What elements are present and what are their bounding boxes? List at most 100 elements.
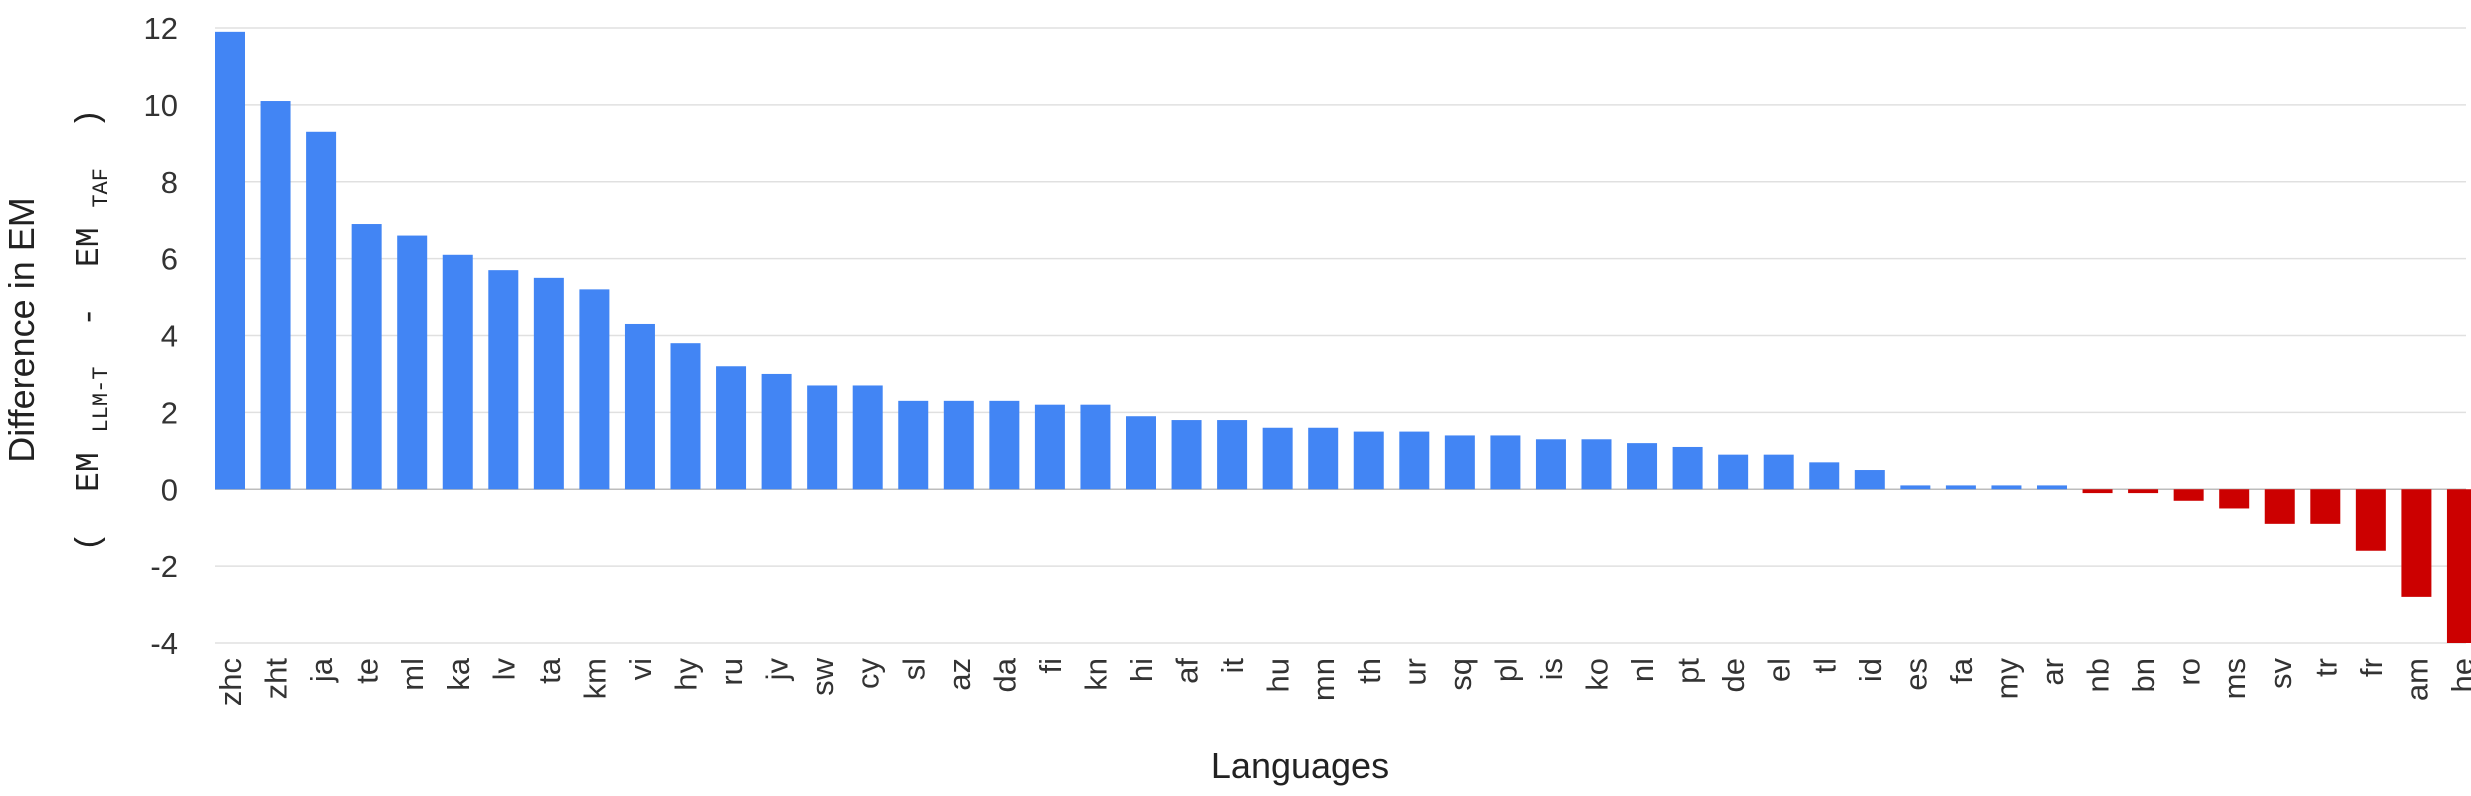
x-tick-label: ur [1397, 658, 1432, 686]
y-tick-label: 0 [161, 472, 178, 507]
x-tick-label: pt [1671, 658, 1706, 684]
formula-term2-sub: TAF [89, 168, 114, 208]
y-tick-label: 8 [161, 165, 178, 200]
x-tick-label: kn [1078, 658, 1113, 691]
formula-open-paren: ( [71, 532, 108, 552]
x-tick-label: ar [2035, 658, 2070, 686]
x-tick-label: pl [1488, 658, 1523, 682]
bar-pl [1490, 435, 1521, 490]
formula-term1-sub: LLM-T [89, 367, 114, 433]
bar-ko [1581, 439, 1612, 490]
x-tick-label: da [987, 657, 1022, 692]
x-tick-label: hu [1261, 658, 1296, 692]
bar-ru [716, 366, 747, 490]
bar-is [1535, 439, 1566, 490]
bar-pt [1672, 446, 1703, 490]
bar-cy [852, 385, 883, 490]
bar-sv [2264, 489, 2295, 524]
x-tick-label: lv [486, 658, 521, 681]
bar-ta [533, 277, 564, 490]
bar-jv [761, 373, 792, 490]
x-tick-label: ru [714, 658, 749, 686]
bar-da [989, 400, 1020, 490]
x-tick-label: am [2399, 658, 2434, 701]
bar-el [1763, 454, 1794, 490]
x-tick-label: es [1898, 658, 1933, 691]
y-tick-label: 4 [161, 319, 178, 354]
x-tick-label: my [1989, 658, 2024, 700]
bar-ur [1399, 431, 1430, 490]
bar-hi [1126, 416, 1156, 490]
bar-ro [2173, 489, 2204, 501]
x-tick-label: zhc [213, 658, 248, 706]
formula-close-paren: ) [71, 108, 108, 128]
bar-nb [2082, 489, 2113, 494]
y-tick-labels: 12 10 8 6 4 2 0 -2 -4 [144, 11, 178, 661]
bar-vi [624, 323, 655, 490]
x-tick-label: zht [259, 658, 294, 700]
bar-ar [2037, 485, 2067, 490]
y-tick-label: 10 [144, 88, 178, 123]
y-tick-label: 2 [161, 395, 178, 430]
bar-hy [670, 343, 701, 490]
x-tick-label: de [1716, 658, 1751, 692]
bar-kn [1080, 404, 1111, 490]
bar-te [351, 224, 382, 490]
x-tick-label: bn [2126, 658, 2161, 692]
x-tick-label: nl [1625, 658, 1660, 682]
bar-am [2401, 489, 2432, 597]
x-tick-label: te [350, 658, 385, 684]
x-tick-label: sl [896, 658, 931, 680]
bar-tl [1809, 462, 1840, 490]
x-tick-label: af [1170, 658, 1205, 684]
x-tick-label: mn [1306, 658, 1341, 701]
bar-lv [488, 270, 519, 490]
x-tick-label: fi [1033, 658, 1068, 674]
y-tick-label: -4 [150, 626, 178, 661]
bar-af [1171, 420, 1202, 490]
formula-term2-base: EM [71, 227, 108, 267]
x-tick-label: sv [2263, 658, 2298, 690]
x-tick-label: vi [623, 658, 658, 680]
bar-id [1854, 470, 1885, 490]
bar-tr [2310, 489, 2341, 524]
bar-my [1991, 485, 2022, 490]
y-axis-formula: ( EM LLM-T - EM TAF ) [71, 108, 117, 551]
x-tick-label: ml [395, 658, 430, 691]
x-tick-label: hi [1124, 658, 1159, 682]
bar-de [1718, 454, 1749, 490]
x-tick-label: ka [441, 657, 476, 691]
y-tick-label: 12 [144, 11, 178, 46]
bar-he [2446, 489, 2471, 643]
bar-ja [306, 131, 337, 490]
bar-it [1217, 420, 1248, 490]
bar-sl [898, 400, 929, 490]
bar-bn [2128, 489, 2159, 494]
formula-term1-base: EM [71, 452, 108, 492]
x-tick-label: ta [532, 657, 567, 684]
bar-th [1353, 431, 1384, 490]
x-axis-title: Languages [1211, 745, 1389, 786]
y-axis-title-group: Difference in EM ( EM LLM-T - EM TAF ) [1, 108, 117, 551]
x-tick-label: it [1215, 658, 1250, 674]
y-axis-title: Difference in EM [1, 197, 42, 462]
bar-mn [1308, 427, 1339, 490]
x-tick-labels: zhc zht ja te ml ka lv ta km vi hy ru jv sw cy sl az da fi… [213, 657, 2471, 706]
bar-fa [1945, 485, 1976, 490]
x-tick-label: nb [2081, 658, 2116, 692]
bar-fi [1034, 404, 1065, 490]
x-tick-label: ro [2172, 658, 2207, 686]
x-tick-label: sq [1443, 658, 1478, 691]
bar-ka [442, 254, 473, 490]
x-tick-label: ja [304, 657, 339, 683]
formula-minus: - [71, 307, 108, 327]
x-tick-label: fr [2354, 658, 2389, 677]
bar-sq [1444, 435, 1475, 490]
bar-zhc [215, 31, 245, 490]
x-tick-label: th [1352, 658, 1387, 684]
bar-fr [2355, 489, 2386, 551]
x-tick-label: el [1762, 658, 1797, 682]
bar-az [943, 400, 974, 490]
x-tick-label: hy [669, 658, 704, 691]
